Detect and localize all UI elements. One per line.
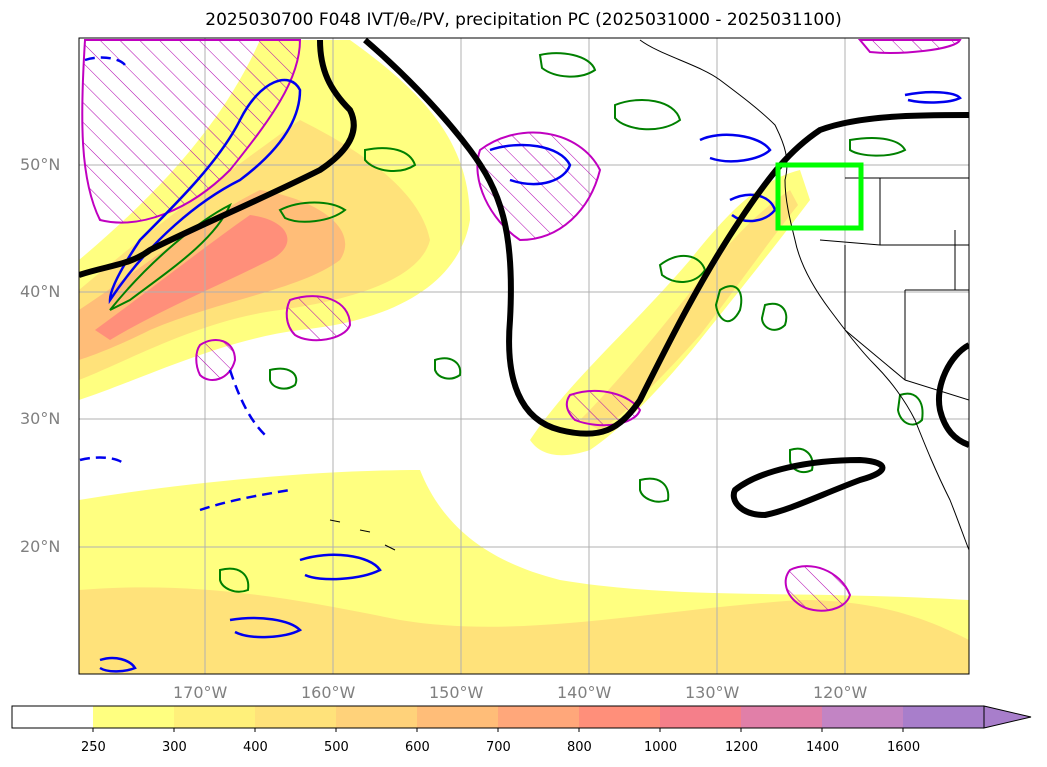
coastlines (329, 39, 969, 551)
colorbar-segment (903, 706, 985, 728)
colorbar-segment (336, 706, 418, 728)
colorbar-tick-label: 1000 (644, 740, 678, 755)
lon-label-130w: 130°W (685, 683, 740, 702)
colorbar-tick-label: 500 (324, 740, 349, 755)
lat-label-30: 30°N (20, 409, 61, 428)
colorbar-segment (255, 706, 337, 728)
colorbar-segment (822, 706, 904, 728)
colorbar-segment (498, 706, 580, 728)
pv-contours (81, 39, 962, 612)
map-frame (78, 37, 970, 675)
colorbar-tick-label: 700 (486, 740, 511, 755)
colorbar-tick-label: 1400 (806, 740, 840, 755)
colorbar-segment (12, 706, 94, 728)
colorbar-tick-label: 1600 (887, 740, 921, 755)
lon-label-170w: 170°W (173, 683, 228, 702)
theta-e-contours (79, 56, 962, 673)
pv2-contour (79, 38, 969, 519)
colorbar-segment (174, 706, 256, 728)
colorbar-segment (417, 706, 499, 728)
colorbar-tick-label: 300 (162, 740, 187, 755)
colorbar-tick-label: 800 (567, 740, 592, 755)
lon-label-150w: 150°W (429, 683, 484, 702)
lat-label-20: 20°N (20, 537, 61, 556)
colorbar-segment (741, 706, 823, 728)
lon-label-160w: 160°W (301, 683, 356, 702)
lon-label-140w: 140°W (557, 683, 612, 702)
lon-label-120w: 120°W (813, 683, 868, 702)
map-area (79, 38, 969, 674)
colorbar-segment (660, 706, 742, 728)
colorbar-tick-label: 1200 (725, 740, 759, 755)
colorbar-segment (579, 706, 661, 728)
figure-title: 2025030700 F048 IVT/θₑ/PV, precipitation… (205, 10, 842, 30)
colorbar-extend-arrow (983, 705, 1032, 729)
colorbar (11, 705, 1032, 732)
highlight-box (775, 162, 864, 231)
precip-contours (109, 52, 924, 593)
lat-label-50: 50°N (20, 155, 61, 174)
colorbar-tick-label: 400 (243, 740, 268, 755)
colorbar-tick-label: 600 (405, 740, 430, 755)
colorbar-segment (93, 706, 175, 728)
lat-label-40: 40°N (20, 282, 61, 301)
colorbar-tick-label: 250 (81, 740, 106, 755)
